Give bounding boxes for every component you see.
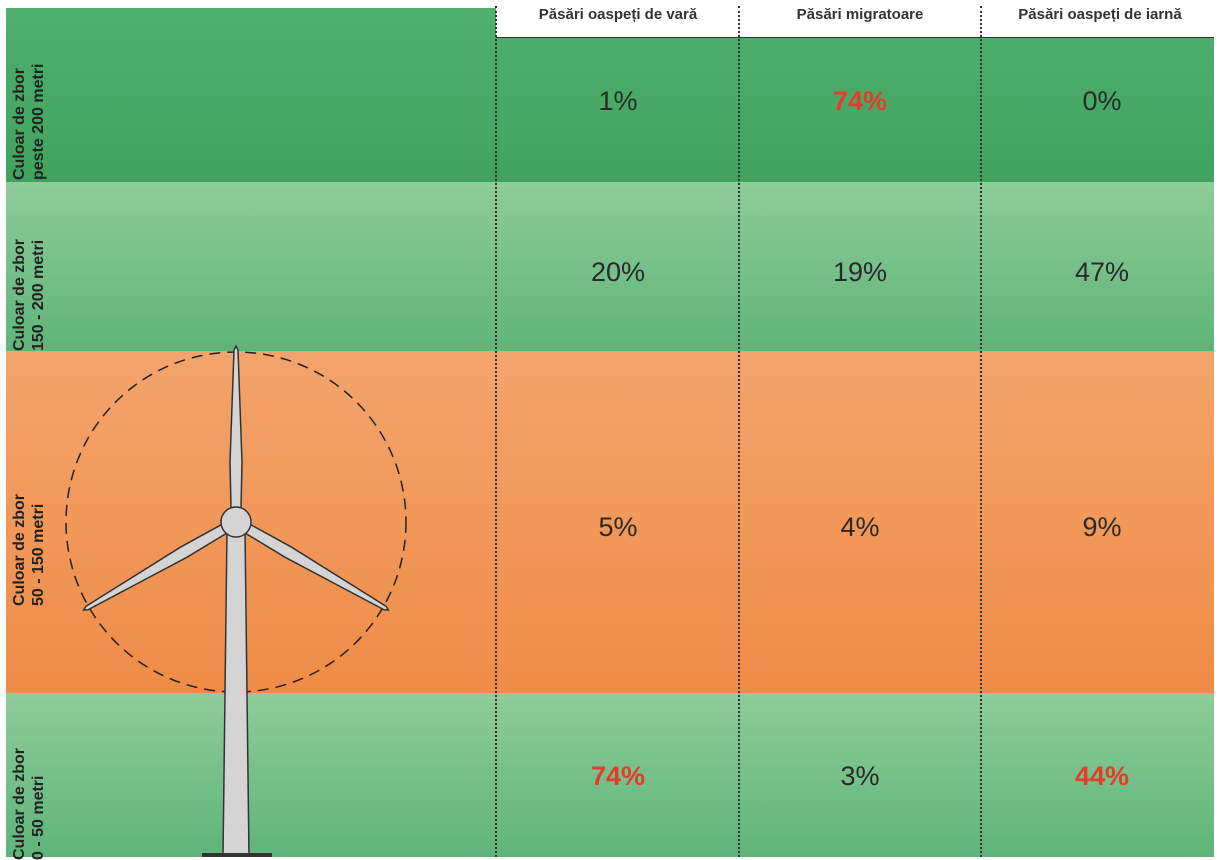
column-header-summer: Păsări oaspeți de vară: [538, 6, 698, 23]
cell-value-highlight: 74%: [590, 761, 646, 791]
column-header-rule: [496, 37, 1214, 38]
cell-value: 19%: [832, 257, 888, 287]
column-header-migratory: Păsări migratoare: [796, 6, 924, 23]
cell-value: 20%: [590, 257, 646, 287]
turbine-rotor: [82, 344, 390, 611]
corridor-band-150-200m: [6, 182, 1214, 351]
cell-value: 9%: [1082, 512, 1122, 542]
corridor-band-50-150m: [6, 351, 1214, 693]
cell-value: 3%: [840, 761, 880, 791]
column-divider: [495, 6, 497, 857]
column-divider: [980, 6, 982, 857]
corridor-band-0-50m: [6, 693, 1214, 857]
turbine-base: [202, 853, 272, 857]
cell-value: 1%: [598, 86, 638, 116]
turbine-blade: [229, 344, 243, 509]
cell-value: 0%: [1082, 86, 1122, 116]
cell-value-highlight: 44%: [1074, 761, 1130, 791]
column-header-strip: [496, 0, 1214, 38]
cell-value: 47%: [1074, 257, 1130, 287]
cell-value: 4%: [840, 512, 880, 542]
cell-value: 5%: [598, 512, 638, 542]
column-header-winter: Păsări oaspeți de iarnă: [1018, 6, 1182, 23]
turbine-blade: [82, 523, 228, 611]
turbine-tower: [222, 529, 250, 857]
turbine-hub: [220, 506, 252, 538]
turbine-blade: [244, 523, 390, 611]
cell-value-highlight: 74%: [832, 86, 888, 116]
column-divider: [738, 6, 740, 857]
